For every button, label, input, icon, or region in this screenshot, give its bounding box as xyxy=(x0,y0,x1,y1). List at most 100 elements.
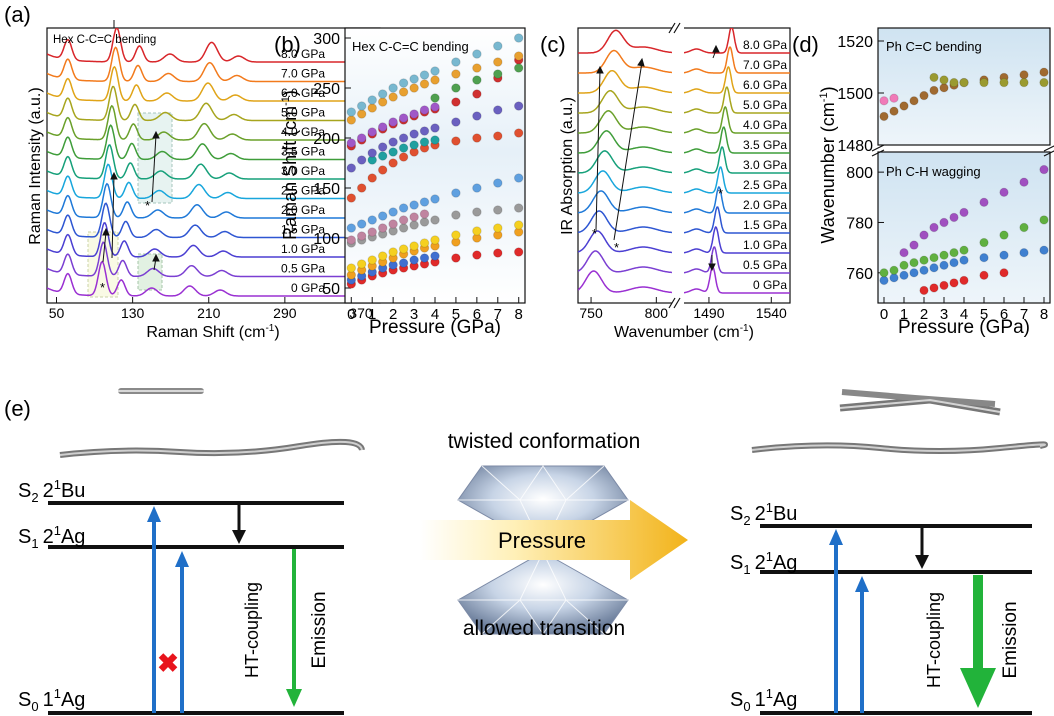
panel-a-x-ticks: 50 130 210 290 370 xyxy=(49,297,373,321)
x-tick-label: 4 xyxy=(960,306,968,323)
data-point xyxy=(346,235,357,245)
raman-curve xyxy=(47,65,380,102)
data-point xyxy=(493,178,503,188)
data-point xyxy=(472,75,482,85)
x-tick-label: 50 xyxy=(49,305,65,321)
raman-curve xyxy=(47,202,380,239)
left-emission-arrow xyxy=(286,549,302,707)
data-point xyxy=(356,183,367,193)
data-point xyxy=(493,205,503,215)
data-point xyxy=(356,133,367,143)
data-point xyxy=(959,275,969,286)
ir-curve-low xyxy=(578,230,673,254)
data-point xyxy=(451,97,461,107)
ir-curve-high xyxy=(683,86,790,114)
raman-curve xyxy=(47,241,380,278)
data-point xyxy=(409,74,419,84)
data-point xyxy=(356,109,367,119)
data-point xyxy=(472,111,482,121)
data-point xyxy=(493,105,503,115)
data-point xyxy=(1019,222,1029,233)
panel-c-star-3: * xyxy=(718,186,723,201)
data-point xyxy=(493,223,503,233)
diamond-anvil-bottom xyxy=(457,551,629,635)
panel-label-b: (b) xyxy=(274,32,301,57)
data-point xyxy=(451,210,461,220)
panel-d-y-axis-label: Wavenumber (cm-1) xyxy=(818,86,838,243)
ir-curve-low xyxy=(578,170,673,194)
x-tick-label: 2 xyxy=(920,306,928,323)
data-point xyxy=(939,280,949,291)
data-point xyxy=(430,93,440,103)
raman-curve xyxy=(47,104,380,141)
ir-curve-high xyxy=(683,46,790,74)
ir-curve-high xyxy=(683,126,790,154)
ir-pressure-label: 2.0 GPa xyxy=(743,198,787,212)
ir-curve-high xyxy=(683,265,790,294)
panel-a-raman-spectra: (a) 0 GPa 0.5 GPa 1.0 GPa 1.5 GPa 2.0 GPa 2.5… xyxy=(4,2,381,341)
ir-curve-high xyxy=(683,28,790,54)
data-point xyxy=(419,105,430,115)
data-point xyxy=(419,70,430,80)
molecule-left-top xyxy=(118,388,204,394)
x-tick-label: 1 xyxy=(368,306,376,323)
data-point xyxy=(472,226,482,236)
raman-pressure-label: 1.0 GPa xyxy=(281,242,325,256)
x-tick-label: 290 xyxy=(273,305,297,321)
data-point xyxy=(513,173,524,183)
ir-curve-high xyxy=(683,166,790,194)
data-point xyxy=(367,127,378,137)
panel-c-pressure-labels: 0 GPa 0.5 GPa 1.0 GPa 1.5 GPa 2.0 GPa 2.5 GPa… xyxy=(743,38,787,292)
ir-pressure-label: 6.0 GPa xyxy=(743,78,787,92)
panel-d-top-annotation: Ph C=C bending xyxy=(886,39,982,54)
raman-curve xyxy=(47,163,380,200)
twisted-conformation-label: twisted conformation xyxy=(448,430,641,453)
data-point xyxy=(939,75,949,85)
data-point xyxy=(513,247,524,257)
data-point xyxy=(398,87,409,97)
data-point xyxy=(388,117,398,127)
data-point xyxy=(346,163,357,173)
raman-pressure-label: 0 GPa xyxy=(291,281,325,295)
data-point xyxy=(451,83,461,93)
data-point xyxy=(513,63,524,73)
left-absorption-arrows xyxy=(147,506,189,713)
panel-c-x-axis-label: Wavenumber (cm-1) xyxy=(614,323,754,341)
data-point xyxy=(451,117,461,127)
data-point xyxy=(929,222,939,233)
panel-c-arrows xyxy=(595,44,720,272)
data-point xyxy=(513,203,524,213)
panel-d-bottom-annotation: Ph C-H wagging xyxy=(886,164,981,179)
data-point xyxy=(398,133,409,143)
ir-curve-high xyxy=(683,145,790,174)
panel-b-raman-shift-vs-pressure: (b) Hex C-C=C bending 0 1 2 3 4 5 6 7 8501001502… xyxy=(274,27,526,338)
data-point xyxy=(919,230,929,240)
data-point xyxy=(472,63,482,73)
data-point xyxy=(346,115,357,125)
y-tick-label: 1500 xyxy=(837,86,873,103)
data-point xyxy=(493,131,503,141)
data-point xyxy=(409,140,419,150)
data-point xyxy=(388,158,398,168)
data-point xyxy=(879,111,889,122)
data-point xyxy=(919,90,929,101)
data-point xyxy=(398,113,409,123)
ir-curve-low xyxy=(578,90,673,114)
data-point xyxy=(1019,70,1029,80)
y-tick-label: 100 xyxy=(313,231,340,248)
data-point xyxy=(979,197,989,208)
data-point xyxy=(493,41,503,51)
data-point xyxy=(959,245,969,255)
data-point xyxy=(919,255,929,265)
panel-d-wavenumber-vs-pressure: (d) Ph C=C bending Ph C-H wagging 148015… xyxy=(792,27,1054,338)
x-tick-label: 1 xyxy=(900,306,908,323)
raman-pressure-label: 6.0 GPa xyxy=(281,86,325,100)
data-point xyxy=(388,247,398,257)
data-point xyxy=(377,151,388,161)
left-s1-label: S1 21Ag xyxy=(18,523,85,551)
data-point xyxy=(430,66,440,76)
data-point xyxy=(419,253,430,263)
data-point xyxy=(388,137,398,147)
data-point xyxy=(356,219,367,229)
data-point xyxy=(939,260,949,270)
